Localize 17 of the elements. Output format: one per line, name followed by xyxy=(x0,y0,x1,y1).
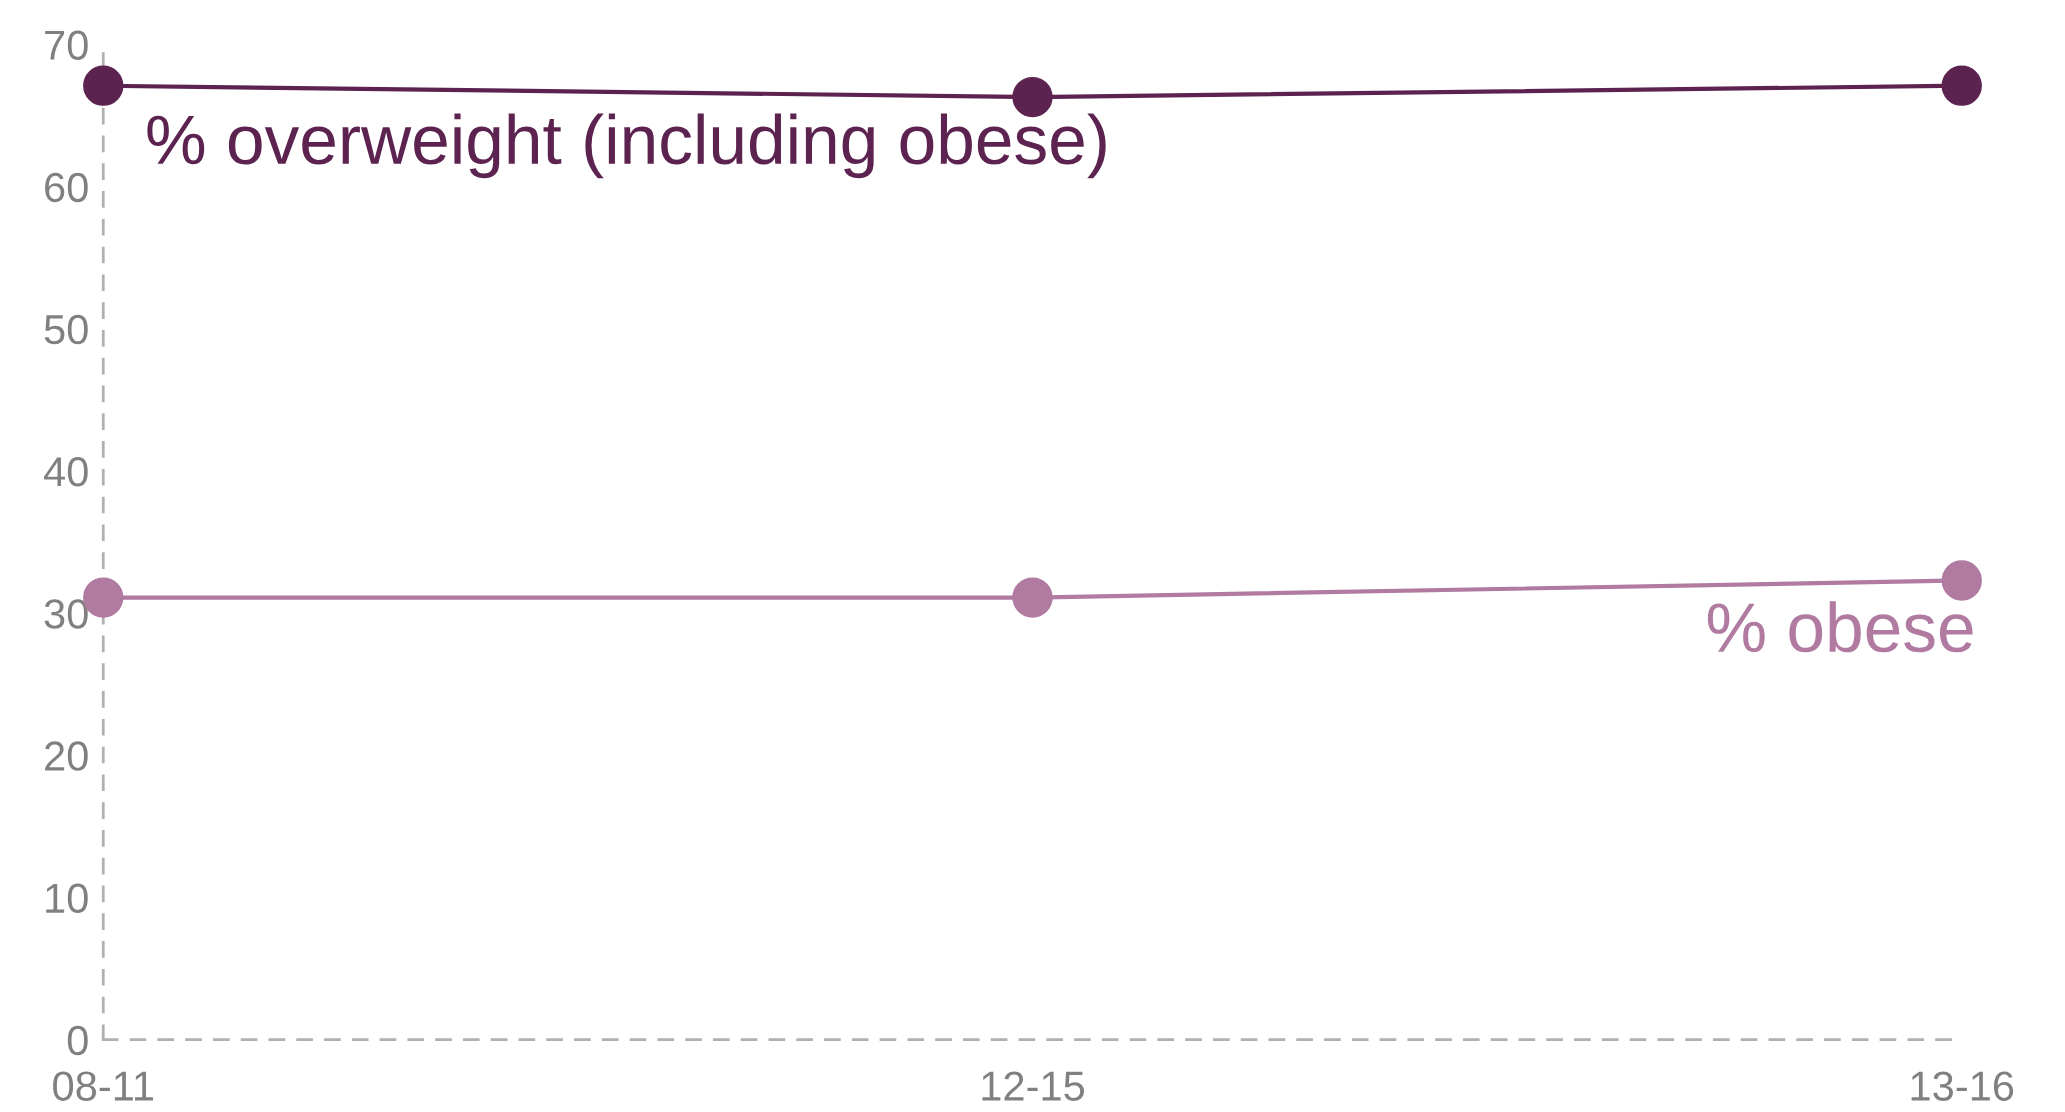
point xyxy=(1941,65,1982,106)
y-tick-label: 50 xyxy=(44,314,88,345)
y-tick-label: 70 xyxy=(45,30,88,60)
y-tick-label: 20 xyxy=(45,741,88,771)
x-tick-label: 08-11 xyxy=(53,1071,153,1101)
point xyxy=(1941,560,1982,601)
point xyxy=(1012,577,1053,618)
y-tick-label: 40 xyxy=(43,457,88,487)
x-tick-label: 13-16 xyxy=(1911,1071,2014,1101)
point xyxy=(83,65,124,106)
y-tick-label: 60 xyxy=(45,172,88,203)
x-tick-label: 12-15 xyxy=(982,1071,1085,1101)
y-tick-label: 10 xyxy=(46,883,88,914)
series-label: % obese xyxy=(1707,601,1973,653)
y-tick-label: 30 xyxy=(44,599,88,629)
series-label: % overweight (including obese) xyxy=(147,113,1106,179)
y-tick-label: 0 xyxy=(67,1025,88,1056)
